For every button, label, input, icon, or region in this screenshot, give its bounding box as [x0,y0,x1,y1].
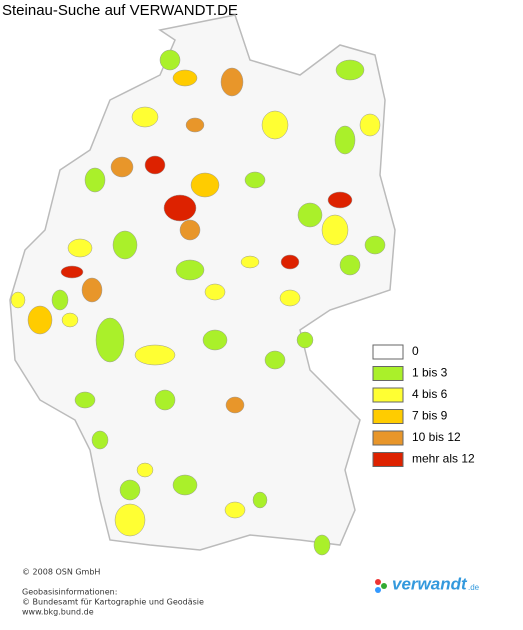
region [334,125,356,155]
legend-swatch [372,409,404,424]
logo: verwandt .de [375,574,480,593]
region [154,389,176,411]
region [364,235,386,255]
region [74,391,96,409]
region [225,396,245,414]
legend-label: 10 bis 12 [412,430,461,444]
logo-tld: .de [468,583,480,592]
region [359,113,381,137]
legend-swatch [372,366,404,381]
region [175,259,205,281]
region [240,255,260,269]
region [159,49,181,71]
region [190,172,220,198]
country-outline [9,14,396,551]
region [81,277,103,303]
region [110,156,134,178]
logo-dot [381,583,387,589]
copyright: © 2008 OSN GmbH [22,568,100,577]
region [202,329,228,351]
legend-label: 0 [412,344,419,358]
region [297,202,323,228]
region [67,238,93,258]
region [10,291,26,309]
region [261,110,289,140]
region [296,331,314,349]
legend-label: 4 bis 6 [412,387,448,401]
title: Steinau-Suche auf VERWANDT.DE [2,2,238,19]
region [61,312,79,328]
region [279,289,301,307]
source: © Bundesamt für Kartographie und Geodäsi… [22,598,204,607]
region [327,191,353,209]
region [144,155,166,175]
logo-dot [375,587,381,593]
region [224,501,246,519]
region [179,219,201,241]
region [264,350,286,370]
region [91,430,109,450]
legend-swatch [372,344,404,360]
region [172,474,198,496]
region [27,305,53,335]
region [252,491,268,509]
region [136,462,154,478]
region [114,503,146,537]
url: www.bkg.bund.de [22,608,94,617]
region [335,59,365,81]
legend: 0 1 bis 3 4 bis 6 7 bis 9 10 bis 12 mehr als … [372,344,475,467]
region [172,69,198,87]
region [95,317,125,363]
region [220,67,244,97]
region [112,230,138,260]
logo-dot [375,579,381,585]
legend-label: 1 bis 3 [412,366,448,380]
region [185,117,205,133]
region [51,289,69,311]
map [9,14,396,556]
region [131,106,159,128]
source-heading: Geobasisinformationen: [22,588,117,597]
legend-swatch [372,452,404,467]
region [244,171,266,189]
region [84,167,106,193]
logo-name: verwandt [392,574,468,593]
legend-label: mehr als 12 [412,452,475,466]
region [339,254,361,276]
region [119,479,141,501]
region [134,344,176,366]
region [204,283,226,301]
legend-swatch [372,430,404,446]
region [163,194,197,222]
region [313,534,331,556]
region [280,254,300,270]
legend-swatch [372,387,404,403]
legend-label: 7 bis 9 [412,409,448,423]
region [60,265,84,279]
region [321,214,349,246]
